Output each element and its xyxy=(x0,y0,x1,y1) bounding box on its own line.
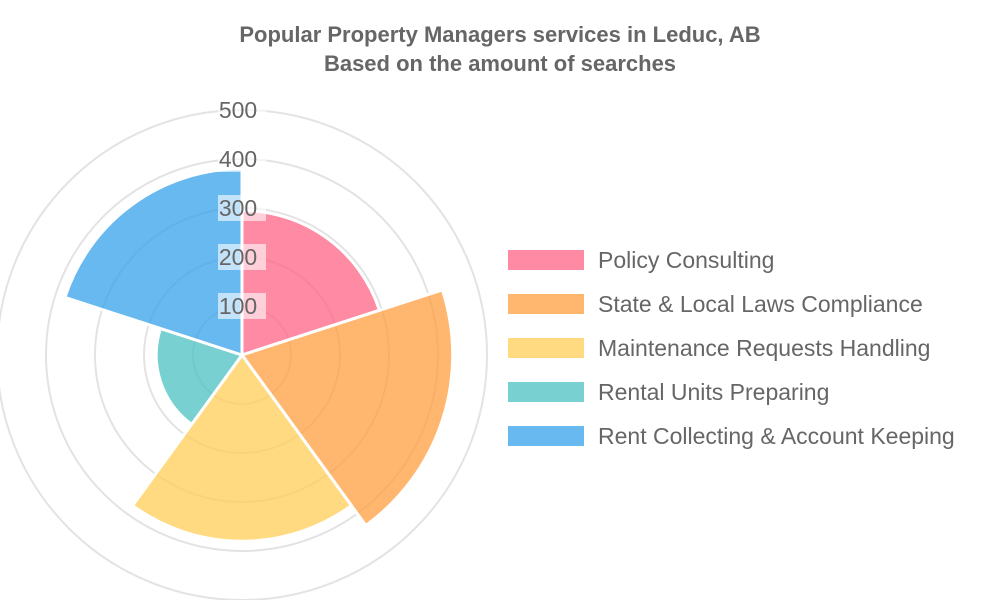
legend: Policy Consulting State & Local Laws Comp… xyxy=(508,238,998,458)
tick-backdrop-2 xyxy=(218,244,266,270)
tick-backdrop-1 xyxy=(218,293,266,319)
legend-swatch xyxy=(508,294,584,314)
radial-ticks: 100 200 300 400 500 xyxy=(218,97,266,319)
legend-item-5[interactable]: Rent Collecting & Account Keeping xyxy=(508,414,998,458)
legend-swatch xyxy=(508,426,584,446)
legend-swatch xyxy=(508,338,584,358)
slice-5[interactable] xyxy=(63,167,244,357)
tick-label-4: 400 xyxy=(219,146,257,172)
chart-subtitle: Based on the amount of searches xyxy=(323,51,677,76)
chart-title: Popular Property Managers services in Le… xyxy=(239,22,761,47)
slice-3[interactable] xyxy=(131,353,353,543)
legend-swatch xyxy=(508,382,584,402)
legend-item-3[interactable]: Maintenance Requests Handling xyxy=(508,326,998,370)
tick-label-1: 100 xyxy=(219,293,257,319)
legend-label: Rental Units Preparing xyxy=(598,378,830,405)
chart-title-block: Popular Property Managers services in Le… xyxy=(0,20,1000,78)
tick-label-3: 300 xyxy=(219,195,257,221)
tick-label-2: 200 xyxy=(219,244,257,270)
tick-backdrop-5 xyxy=(218,97,266,123)
slices xyxy=(63,167,455,543)
legend-swatch xyxy=(508,250,584,270)
legend-item-4[interactable]: Rental Units Preparing xyxy=(508,370,998,414)
legend-label: State & Local Laws Compliance xyxy=(598,290,923,317)
legend-label: Maintenance Requests Handling xyxy=(598,334,931,361)
legend-item-2[interactable]: State & Local Laws Compliance xyxy=(508,282,998,326)
slice-2[interactable] xyxy=(240,288,455,527)
legend-item-1[interactable]: Policy Consulting xyxy=(508,238,998,282)
tick-label-5: 500 xyxy=(219,97,257,123)
legend-label: Policy Consulting xyxy=(598,246,775,273)
tick-backdrop-4 xyxy=(218,146,266,172)
slice-4[interactable] xyxy=(154,327,244,426)
legend-label: Rent Collecting & Account Keeping xyxy=(598,422,955,449)
tick-backdrop-3 xyxy=(218,195,266,221)
